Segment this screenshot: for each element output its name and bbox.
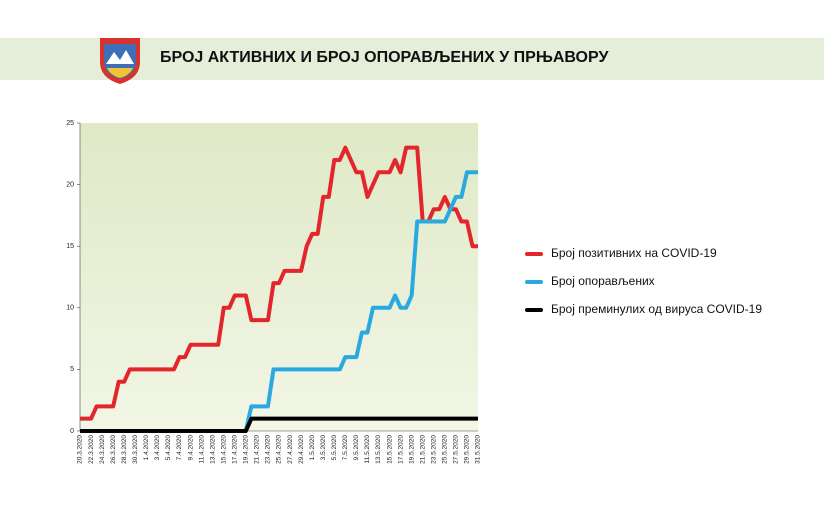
y-tick-label: 15 xyxy=(66,243,74,250)
x-tick-label: 23.4.2020 xyxy=(265,435,272,464)
y-tick-label: 25 xyxy=(66,120,74,127)
legend-label: Број опорављених xyxy=(551,274,655,288)
x-tick-label: 9.5.2020 xyxy=(353,435,360,461)
x-tick-label: 21.4.2020 xyxy=(254,435,261,464)
series-line xyxy=(80,145,478,421)
x-tick-label: 7.4.2020 xyxy=(176,435,183,461)
x-tick-label: 9.4.2020 xyxy=(187,435,194,461)
y-tick-label: 0 xyxy=(70,428,74,435)
series-line xyxy=(80,416,478,433)
x-tick-label: 24.3.2020 xyxy=(99,435,106,464)
x-tick-label: 20.3.2020 xyxy=(77,435,84,464)
x-tick-label: 13.4.2020 xyxy=(209,435,216,464)
x-tick-label: 7.5.2020 xyxy=(342,435,349,461)
x-tick-label: 17.5.2020 xyxy=(397,435,404,464)
x-tick-label: 17.4.2020 xyxy=(231,435,238,464)
x-tick-label: 19.4.2020 xyxy=(243,435,250,464)
x-tick-label: 19.5.2020 xyxy=(408,435,415,464)
x-tick-label: 27.4.2020 xyxy=(287,435,294,464)
logo xyxy=(100,38,140,84)
y-tick-label: 5 xyxy=(70,366,74,373)
x-tick-label: 1.4.2020 xyxy=(143,435,150,461)
x-tick-label: 21.5.2020 xyxy=(419,435,426,464)
x-tick-label: 26.3.2020 xyxy=(110,435,117,464)
x-tick-label: 31.5.2020 xyxy=(475,435,482,464)
chart-title: БРОЈ АКТИВНИХ И БРОЈ ОПОРАВЉЕНИХ У ПРЊАВ… xyxy=(160,49,609,66)
x-tick-label: 25.4.2020 xyxy=(276,435,283,464)
x-tick-label: 30.3.2020 xyxy=(132,435,139,464)
x-tick-label: 11.4.2020 xyxy=(198,435,205,464)
x-tick-label: 22.3.2020 xyxy=(88,435,95,464)
x-tick-label: 15.5.2020 xyxy=(386,435,393,464)
x-tick-label: 28.3.2020 xyxy=(121,435,128,464)
legend-label: Број преминулих од вируса COVID-19 xyxy=(551,302,762,316)
x-tick-label: 11.5.2020 xyxy=(364,435,371,464)
x-tick-label: 5.4.2020 xyxy=(165,435,172,461)
x-tick-label: 27.5.2020 xyxy=(453,435,460,464)
y-tick-label: 10 xyxy=(66,305,74,312)
x-tick-label: 13.5.2020 xyxy=(375,435,382,464)
legend-label: Број позитивних на COVID-19 xyxy=(551,246,717,260)
x-tick-label: 5.5.2020 xyxy=(331,435,338,461)
x-tick-label: 25.5.2020 xyxy=(442,435,449,464)
x-tick-label: 23.5.2020 xyxy=(430,435,437,464)
x-tick-label: 3.5.2020 xyxy=(320,435,327,461)
x-tick-label: 1.5.2020 xyxy=(309,435,316,461)
x-tick-label: 3.4.2020 xyxy=(154,435,161,461)
x-tick-label: 29.5.2020 xyxy=(464,435,471,464)
y-tick-label: 20 xyxy=(66,181,74,188)
x-tick-label: 29.4.2020 xyxy=(298,435,305,464)
x-tick-label: 15.4.2020 xyxy=(220,435,227,464)
